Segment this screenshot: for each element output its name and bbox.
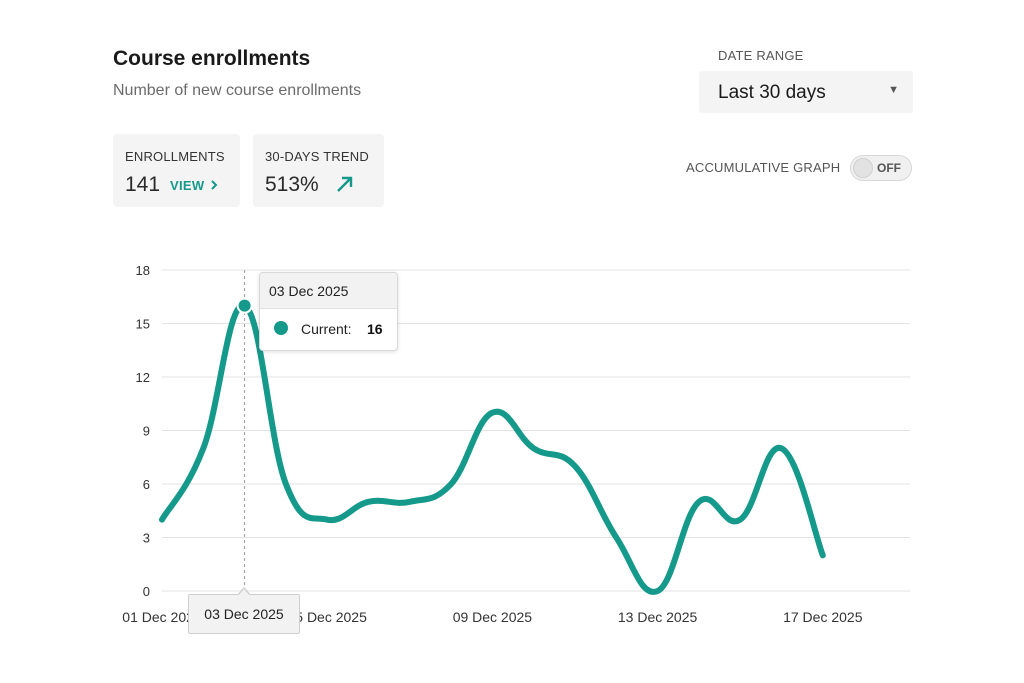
date-range-label: DATE RANGE — [718, 48, 804, 63]
x-tick-label: 13 Dec 2025 — [618, 609, 698, 625]
tooltip: 03 Dec 2025 Current: 16 — [259, 272, 398, 351]
chevron-right-icon — [211, 180, 218, 190]
y-tick-label: 15 — [136, 317, 150, 332]
caret-down-icon: ▼ — [888, 84, 899, 96]
accumulative-graph-toggle[interactable]: OFF — [850, 155, 912, 181]
enrollments-card: ENROLLMENTS 141 VIEW — [113, 134, 240, 207]
trend-card: 30-DAYS TREND 513% — [253, 134, 384, 207]
x-tick-label: 17 Dec 2025 — [783, 609, 863, 625]
y-tick-label: 0 — [143, 584, 150, 599]
x-tick-label: 09 Dec 2025 — [453, 609, 533, 625]
enrollments-value: 141 — [125, 173, 161, 196]
view-link[interactable]: VIEW — [170, 178, 218, 193]
chart-title: Course enrollments — [113, 47, 311, 70]
y-tick-label: 3 — [143, 531, 150, 546]
y-tick-label: 18 — [136, 263, 150, 278]
toggle-state: OFF — [877, 161, 901, 175]
enrollments-label: ENROLLMENTS — [125, 149, 225, 164]
hover-xlabel-notch-inner — [238, 589, 250, 596]
date-range-value: Last 30 days — [718, 82, 826, 103]
highlight-point — [236, 297, 253, 314]
y-tick-label: 12 — [136, 370, 150, 385]
arrow-up-right-icon — [337, 176, 353, 192]
series-line-current — [159, 302, 826, 595]
x-tick-label: 05 Dec 2025 — [287, 609, 367, 625]
tooltip-series-value: 16 — [367, 321, 383, 337]
date-range-select[interactable]: Last 30 days ▼ — [699, 71, 913, 113]
tooltip-series-dot — [274, 321, 288, 335]
y-tick-label: 9 — [143, 424, 150, 439]
toggle-knob — [853, 158, 873, 178]
y-tick-label: 6 — [143, 477, 150, 492]
view-link-label: VIEW — [170, 178, 205, 193]
hover-xlabel: 03 Dec 2025 — [188, 594, 300, 634]
trend-label: 30-DAYS TREND — [265, 149, 369, 164]
tooltip-series-key: Current: — [301, 321, 352, 337]
chart-subtitle: Number of new course enrollments — [113, 82, 362, 99]
x-tick-label: 01 Dec 2025 — [122, 609, 202, 625]
trend-value: 513% — [265, 173, 319, 196]
tooltip-date: 03 Dec 2025 — [260, 273, 397, 309]
accumulative-graph-label: ACCUMULATIVE GRAPH — [686, 160, 841, 175]
